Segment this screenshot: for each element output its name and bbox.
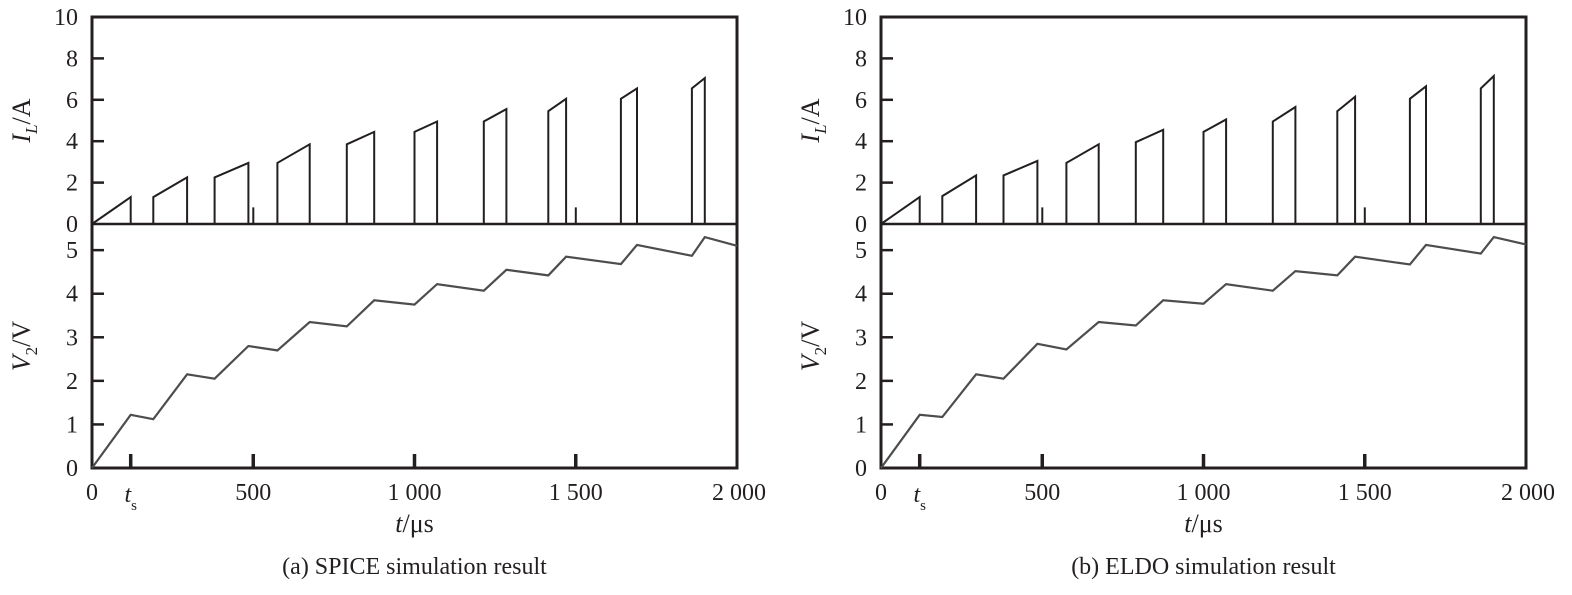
y-tick-label: 3 <box>855 325 867 351</box>
y-axis-title: IL/A <box>796 98 830 143</box>
x-tick-label: 0 <box>875 480 887 506</box>
y-axis-title: V2/V <box>796 321 830 372</box>
x-tick-label: 1 000 <box>1177 480 1231 506</box>
y-axis-var: V <box>796 352 825 371</box>
x-axis-title: t/μs <box>1184 509 1223 538</box>
y-tick-label: 4 <box>66 129 78 155</box>
current-trace <box>91 76 737 225</box>
y-tick-label: 6 <box>66 88 78 114</box>
current-trace <box>880 73 1526 225</box>
y-tick-label: 3 <box>66 325 78 351</box>
y-axis-var: V <box>7 352 36 371</box>
ts-subscript: s <box>131 498 137 514</box>
y-axis-unit: /A <box>796 98 825 124</box>
y-tick-label: 4 <box>855 282 867 308</box>
chart-caption: (a) SPICE simulation result <box>282 554 547 580</box>
y-tick-label: 2 <box>66 369 78 395</box>
x-tick-label: 0 <box>86 480 98 506</box>
y-tick-label: 4 <box>66 282 78 308</box>
y-tick-label: 4 <box>855 129 867 155</box>
x-axis-unit: /μs <box>402 509 433 538</box>
y-axis-unit: /A <box>7 98 36 124</box>
ts-subscript: s <box>920 498 926 514</box>
y-axis-var: I <box>7 133 36 144</box>
y-tick-label: 8 <box>66 46 78 72</box>
voltage-trace <box>91 235 738 469</box>
x-axis-unit: /μs <box>1191 509 1222 538</box>
y-axis-subscript: L <box>22 124 41 134</box>
y-tick-label: 0 <box>855 212 867 238</box>
x-tick-label: 1 000 <box>388 480 442 506</box>
x-tick-label: 500 <box>1024 480 1060 506</box>
y-tick-label: 2 <box>66 171 78 197</box>
voltage-trace <box>880 235 1527 469</box>
y-tick-label: 6 <box>855 88 867 114</box>
x-axis-var: t <box>395 509 403 538</box>
y-axis-subscript: 2 <box>22 347 41 356</box>
y-tick-label: 0 <box>855 456 867 482</box>
x-tick-label: 2 000 <box>1501 480 1555 506</box>
plot-frame <box>90 15 739 470</box>
x-tick-label: 1 500 <box>549 480 603 506</box>
y-tick-label: 10 <box>843 5 867 31</box>
ts-tick-label: ts <box>913 482 926 514</box>
y-tick-label: 8 <box>855 46 867 72</box>
panel-inductor-current: 0 2 4 6 8 10 IL/A <box>796 5 1526 238</box>
y-axis-unit: /V <box>7 321 36 347</box>
x-tick-label: 2 000 <box>712 480 766 506</box>
ts-var: t <box>124 482 132 508</box>
chart-caption: (b) ELDO simulation result <box>1071 554 1336 580</box>
y-axis-subscript: L <box>811 124 830 134</box>
y-tick-label: 0 <box>66 456 78 482</box>
y-tick-label: 5 <box>66 238 78 264</box>
y-tick-label: 2 <box>855 171 867 197</box>
panel-inductor-current: 0 2 4 6 8 10 IL/A <box>7 5 737 238</box>
x-axis-var: t <box>1184 509 1192 538</box>
x-axis-title: t/μs <box>395 509 434 538</box>
y-tick-label: 10 <box>54 5 78 31</box>
ts-tick-label: ts <box>124 482 137 514</box>
y-tick-label: 1 <box>855 412 867 438</box>
x-tick-label: 1 500 <box>1338 480 1392 506</box>
ts-var: t <box>913 482 921 508</box>
y-axis-var: I <box>796 133 825 144</box>
y-tick-label: 1 <box>66 412 78 438</box>
y-tick-label: 5 <box>855 238 867 264</box>
y-axis-unit: /V <box>796 321 825 347</box>
y-axis-title: IL/A <box>7 98 41 143</box>
y-tick-label: 2 <box>855 369 867 395</box>
y-axis-title: V2/V <box>7 321 41 372</box>
x-tick-label: 500 <box>235 480 271 506</box>
y-tick-label: 0 <box>66 212 78 238</box>
plot-frame <box>879 15 1528 470</box>
y-axis-subscript: 2 <box>811 347 830 356</box>
